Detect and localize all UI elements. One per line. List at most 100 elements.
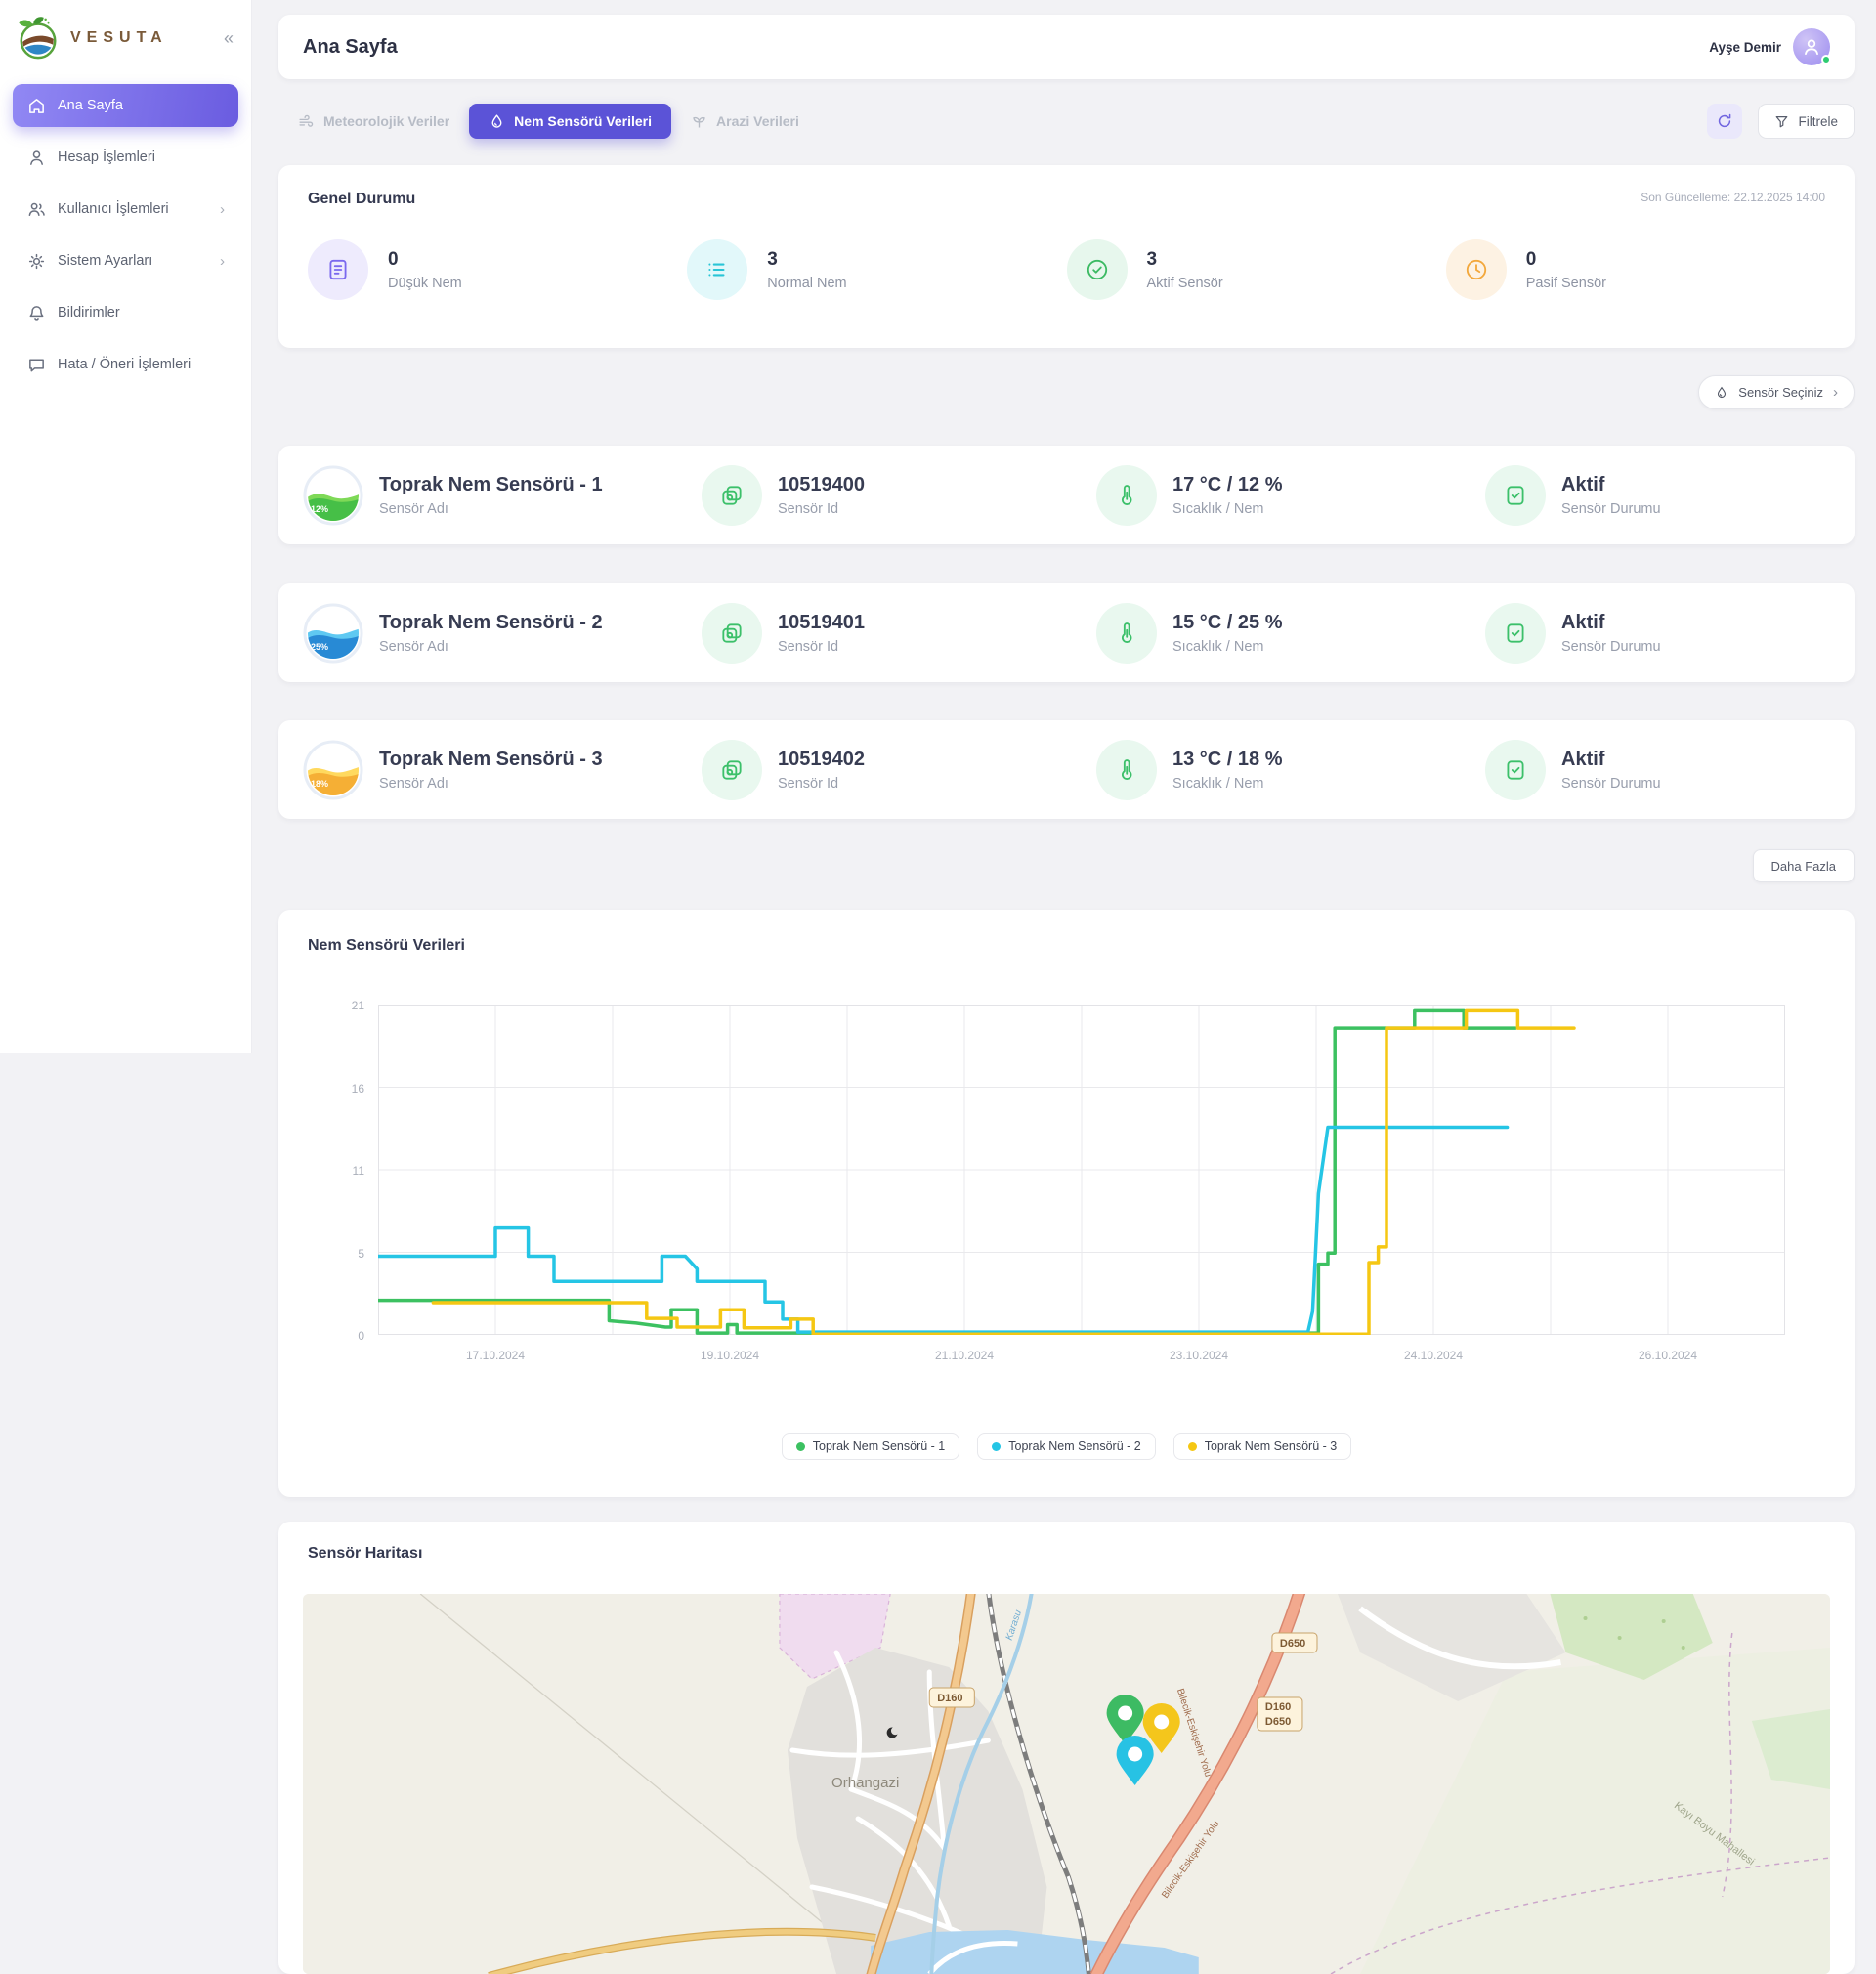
svg-text:D160: D160: [937, 1693, 962, 1704]
page-title: Ana Sayfa: [303, 35, 398, 58]
legend-label: Toprak Nem Sensörü - 1: [812, 1439, 946, 1453]
sensor-id: 10519402: [778, 748, 865, 770]
map-district-area: [779, 1594, 891, 1680]
sidebar-item-label: Sistem Ayarları: [58, 253, 153, 269]
stat-value: 3: [767, 248, 778, 270]
legend-dot: [1187, 1441, 1197, 1451]
sidebar-item-sistem-ayarlari[interactable]: Sistem Ayarları ›: [13, 239, 238, 282]
badge-d160: D160: [928, 1687, 975, 1708]
check-circle-icon: [1066, 239, 1128, 300]
moisture-gauge-yellow: 18%: [303, 740, 363, 799]
avatar[interactable]: [1793, 28, 1831, 65]
legend-item-sensor-3[interactable]: Toprak Nem Sensörü - 3: [1172, 1433, 1352, 1460]
map-pin-sensor-3[interactable]: [1142, 1703, 1180, 1753]
sensor-id-icon: [702, 602, 762, 664]
sidebar-collapse-icon[interactable]: «: [223, 27, 234, 48]
droplet-icon: [491, 113, 502, 128]
sidebar-item-kullanici-islemleri[interactable]: Kullanıcı İşlemleri ›: [13, 188, 238, 231]
badge-d160-d650: D160 D650: [1257, 1696, 1303, 1732]
sensor-row-1[interactable]: 12% Toprak Nem Sensörü - 1 Sensör Adı 10…: [278, 446, 1855, 544]
line-chart[interactable]: 0 5 11 16 21 17.10.2024 19.10.2024 21.10.2024 2…: [352, 999, 1786, 1362]
users-icon: [26, 199, 46, 219]
temp-hum-label: Sıcaklık / Nem: [1172, 500, 1264, 517]
sensor-name: Toprak Nem Sensörü - 2: [379, 611, 603, 633]
brand-name: VESUTA: [70, 29, 168, 46]
sensor-id-icon: [702, 464, 762, 526]
stat-value: 0: [1525, 248, 1537, 270]
sensor-status-label: Sensör Durumu: [1561, 638, 1661, 655]
sensor-name: Toprak Nem Sensörü - 3: [379, 748, 603, 770]
data-tabs-row: Meteorolojik Veriler Nem Sensörü Veriler…: [278, 104, 1855, 139]
tab-meteorolojik-veriler[interactable]: Meteorolojik Veriler: [278, 104, 469, 139]
map-pin-sensor-1[interactable]: [1106, 1695, 1144, 1744]
legend-item-sensor-1[interactable]: Toprak Nem Sensörü - 1: [781, 1433, 960, 1460]
legend-item-sensor-2[interactable]: Toprak Nem Sensörü - 2: [977, 1433, 1156, 1460]
filter-label: Filtrele: [1798, 113, 1838, 129]
stat-dusuk-nem: 0 Düşük Nem: [308, 239, 687, 300]
stat-aktif-sensor: 3 Aktif Sensör: [1066, 239, 1446, 300]
y-axis-tick: 0: [358, 1329, 364, 1343]
droplet-icon: [1718, 386, 1727, 398]
y-axis-tick: 16: [351, 1081, 364, 1095]
list-icon: [687, 239, 748, 300]
chevron-right-icon: ›: [220, 200, 225, 218]
sidebar-item-label: Hata / Öneri İşlemleri: [58, 357, 192, 372]
stat-label: Pasif Sensör: [1525, 275, 1606, 291]
map-secondary-road: [488, 1929, 876, 1974]
top-header: Ana Sayfa Ayşe Demir: [278, 15, 1855, 79]
sensor-name: Toprak Nem Sensörü - 1: [379, 473, 603, 495]
sidebar-item-hata-oneri[interactable]: Hata / Öneri İşlemleri: [13, 343, 238, 386]
map-industrial-area: [1338, 1594, 1566, 1701]
sensor-row-2[interactable]: 25% Toprak Nem Sensörü - 2 Sensör Adı 10…: [278, 583, 1855, 682]
sidebar-menu: Ana Sayfa Hesap İşlemleri Kullanıcı İşle…: [0, 70, 251, 400]
sidebar-item-bildirimler[interactable]: Bildirimler: [13, 291, 238, 334]
chart-canvas: [376, 1005, 1786, 1336]
map-forest-area: [1550, 1594, 1713, 1680]
map-pin-sensor-2[interactable]: [1116, 1736, 1154, 1785]
stat-value: 3: [1146, 248, 1158, 270]
temp-hum-label: Sıcaklık / Nem: [1172, 775, 1264, 792]
x-axis-tick: 19.10.2024: [700, 1349, 760, 1362]
checkbox-icon: [1485, 739, 1546, 800]
sidebar-item-label: Kullanıcı İşlemleri: [58, 201, 169, 217]
stats-row: 0 Düşük Nem 3 Normal Nem 3 Aktif Sensör: [308, 239, 1825, 300]
sensor-select-button[interactable]: Sensör Seçiniz ›: [1698, 375, 1855, 409]
map-place-label: Orhangazi: [831, 1775, 899, 1791]
sensor-row-3[interactable]: 18% Toprak Nem Sensörü - 3 Sensör Adı 10…: [278, 720, 1855, 819]
sidebar-item-label: Ana Sayfa: [58, 98, 123, 113]
filter-button[interactable]: Filtrele: [1758, 104, 1855, 139]
x-axis-tick: 21.10.2024: [934, 1349, 995, 1362]
legend-dot: [795, 1441, 805, 1451]
chart-legend: Toprak Nem Sensörü - 1 Toprak Nem Sensör…: [278, 1433, 1855, 1460]
legend-dot: [992, 1441, 1002, 1451]
sensor-name-label: Sensör Adı: [379, 638, 448, 655]
sensor-name-label: Sensör Adı: [379, 775, 448, 792]
user-name: Ayşe Demir: [1709, 39, 1781, 55]
home-icon: [26, 96, 46, 115]
more-button[interactable]: Daha Fazla: [1752, 849, 1855, 882]
tab-arazi-verileri[interactable]: Arazi Verileri: [671, 104, 819, 139]
stat-normal-nem: 3 Normal Nem: [687, 239, 1066, 300]
last-update: Son Güncelleme: 22.12.2025 14:00: [1641, 191, 1825, 204]
overview-title: Genel Durumu: [308, 191, 416, 207]
tab-nem-sensoru-verileri[interactable]: Nem Sensörü Verileri: [469, 104, 672, 139]
online-status-dot: [1821, 55, 1831, 64]
sidebar-item-ana-sayfa[interactable]: Ana Sayfa: [13, 84, 238, 127]
sidebar-item-hesap-islemleri[interactable]: Hesap İşlemleri: [13, 136, 238, 179]
sensor-map[interactable]: Orhangazi Karasu Kayı Boyu Mahallesi Bil…: [303, 1594, 1830, 1974]
thermometer-icon: [1096, 602, 1157, 664]
map-boundary-line: [419, 1594, 881, 1971]
stat-label: Aktif Sensör: [1146, 275, 1223, 291]
checkbox-icon: [1485, 464, 1546, 526]
svg-text:D160: D160: [1265, 1701, 1291, 1713]
sidebar-item-label: Bildirimler: [58, 305, 120, 321]
tab-label: Meteorolojik Veriler: [323, 113, 450, 129]
map-title: Sensör Haritası: [308, 1545, 423, 1562]
person-icon: [26, 148, 46, 167]
stat-value: 0: [388, 248, 399, 270]
legend-label: Toprak Nem Sensörü - 3: [1204, 1439, 1338, 1453]
user-menu[interactable]: Ayşe Demir: [1709, 28, 1831, 65]
refresh-button[interactable]: [1707, 104, 1743, 139]
sensor-status-label: Sensör Durumu: [1561, 500, 1661, 517]
